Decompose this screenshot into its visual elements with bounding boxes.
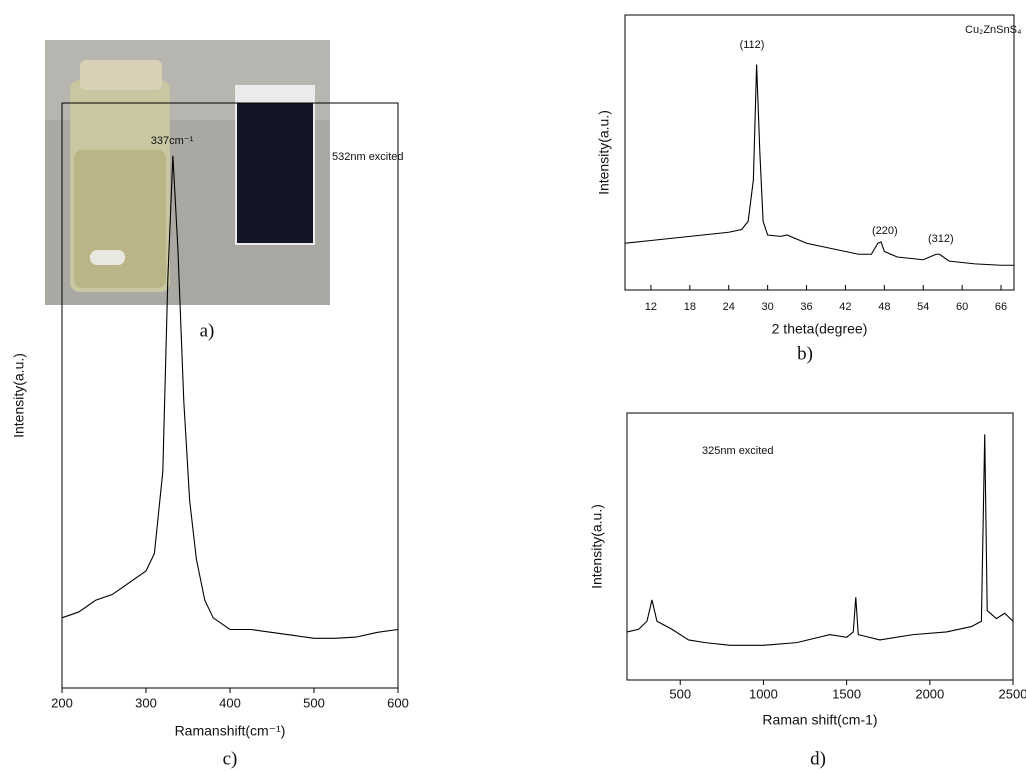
x-tick-label: 2500: [999, 686, 1026, 701]
x-tick-label: 18: [684, 301, 696, 313]
annotation: 337cm⁻¹: [151, 135, 194, 147]
x-tick-label: 30: [762, 301, 774, 313]
x-tick-label: 24: [723, 301, 735, 313]
annotation: 325nm excited: [702, 445, 774, 457]
data-line: [61, 155, 399, 639]
y-axis-label: Intensity(a.u.): [589, 504, 605, 589]
annotation: (220): [872, 225, 898, 237]
x-tick-label: 1000: [749, 686, 778, 701]
annotation: (312): [928, 233, 954, 245]
x-tick-label: 1500: [832, 686, 861, 701]
caption: c): [223, 748, 238, 769]
plot-frame: [626, 412, 1014, 681]
data-line: [624, 64, 1014, 266]
x-axis-label: Ramanshift(cm⁻¹): [175, 723, 286, 739]
photo: [45, 40, 330, 305]
x-tick-label: 500: [669, 686, 691, 701]
data-line: [626, 434, 1014, 646]
annotation: Cu₂ZnSnS₄: [965, 24, 1022, 36]
annotation: 532nm excited: [332, 151, 404, 163]
y-axis-label: Intensity(a.u.): [11, 353, 27, 438]
caption: b): [797, 343, 813, 364]
x-tick-label: 2000: [915, 686, 944, 701]
x-axis-label: Raman shift(cm-1): [762, 712, 877, 728]
annotation: (112): [740, 39, 765, 51]
plot-frame: [624, 14, 1015, 291]
x-tick-label: 200: [51, 695, 73, 710]
x-tick-label: 66: [995, 301, 1007, 313]
x-tick-label: 500: [303, 695, 325, 710]
x-axis-label: 2 theta(degree): [772, 321, 868, 337]
x-tick-label: 36: [800, 301, 812, 313]
caption: a): [200, 320, 215, 341]
x-tick-label: 400: [219, 695, 241, 710]
x-tick-label: 60: [956, 301, 968, 313]
x-tick-label: 12: [645, 301, 657, 313]
x-tick-label: 42: [839, 301, 851, 313]
y-axis-label: Intensity(a.u.): [596, 110, 612, 195]
caption: d): [810, 748, 826, 769]
x-tick-label: 48: [878, 301, 890, 313]
x-tick-label: 600: [387, 695, 409, 710]
x-tick-label: 300: [135, 695, 157, 710]
x-tick-label: 54: [917, 301, 929, 313]
